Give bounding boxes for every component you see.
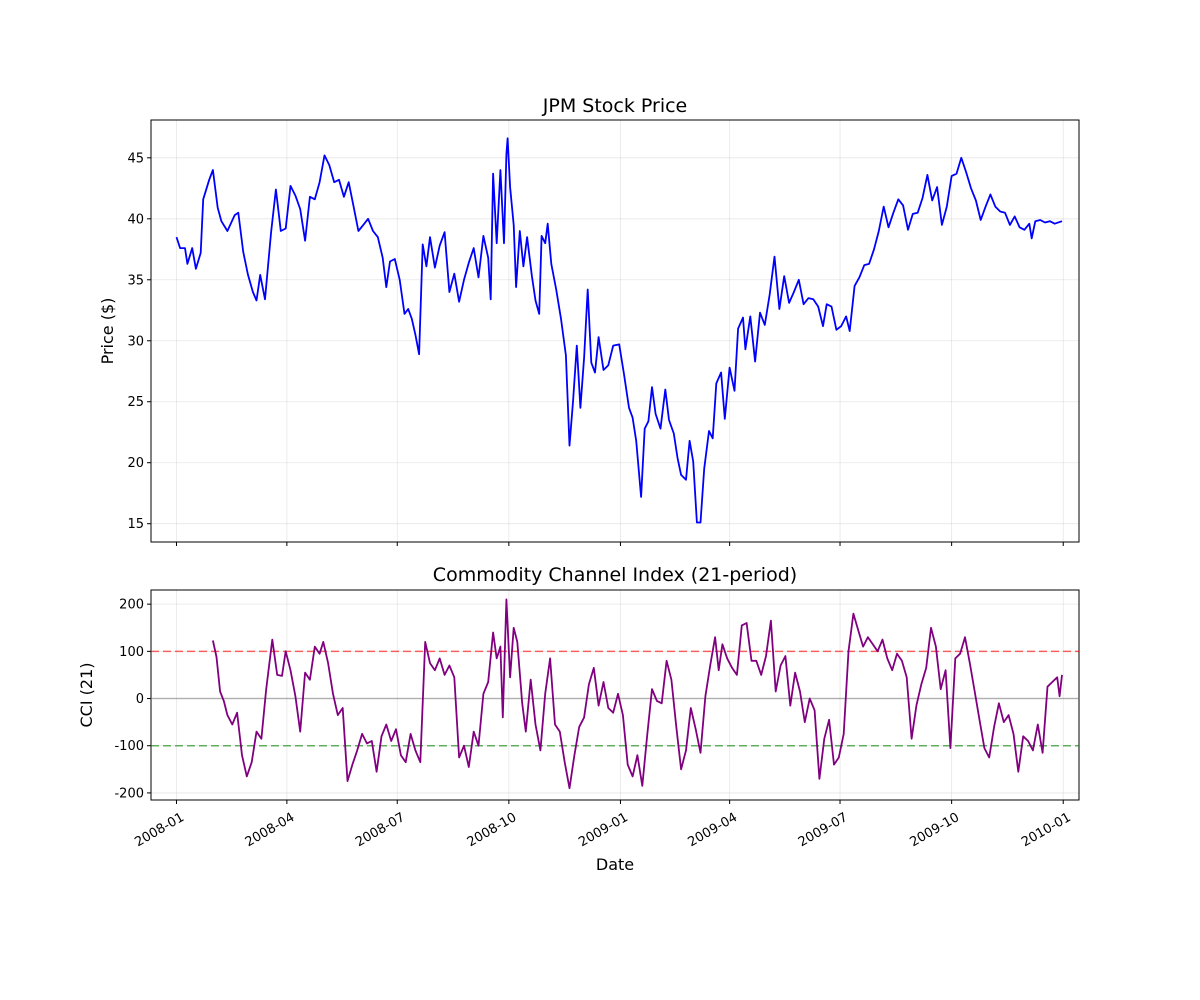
cci-series	[212, 598, 1063, 790]
cci-y-axis-label: CCI (21)	[77, 663, 96, 728]
cci-reference-lines	[151, 650, 1079, 747]
price-line	[175, 137, 1063, 524]
price-panel: 15 20 25 30 35 40 45 JPM Stock Price Price ($)	[98, 95, 1080, 546]
y-tick-label: 20	[127, 456, 144, 471]
price-grid	[151, 120, 1079, 542]
y-tick-label: 25	[127, 395, 144, 410]
y-tick-label: 30	[127, 334, 144, 349]
price-chart-title: JPM Stock Price	[542, 95, 687, 117]
x-axis-label: Date	[596, 855, 634, 874]
y-tick-label: 100	[119, 645, 144, 660]
price-series	[175, 137, 1063, 524]
y-tick-label: -100	[114, 739, 144, 754]
y-tick-label: 0	[136, 692, 144, 707]
y-tick-label: 200	[119, 598, 144, 613]
cci-y-axis: -200 -100 0 100 200	[114, 598, 151, 801]
y-tick-label: -200	[114, 786, 144, 801]
cci-line	[212, 598, 1063, 790]
price-y-axis-label: Price ($)	[98, 298, 117, 365]
cci-plot-frame	[150, 589, 1080, 801]
y-tick-label: 40	[127, 212, 144, 227]
y-tick-label: 45	[127, 151, 144, 166]
cci-chart-title: Commodity Channel Index (21-period)	[433, 564, 797, 586]
y-tick-label: 15	[127, 517, 144, 532]
y-tick-label: 35	[127, 273, 144, 288]
price-y-axis: 15 20 25 30 35 40 45	[127, 151, 151, 532]
price-x-axis	[175, 542, 1064, 546]
price-plot-frame	[150, 119, 1080, 543]
